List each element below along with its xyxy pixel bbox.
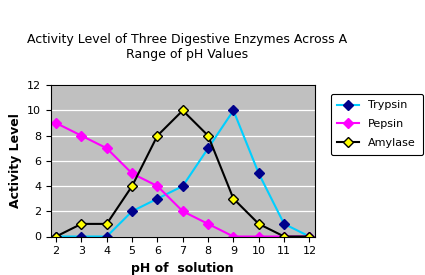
Trypsin [231,109,236,112]
Amylase [155,134,160,137]
Amylase [256,222,261,226]
Amylase [281,235,286,238]
Trypsin [206,147,211,150]
Amylase [180,109,185,112]
Text: Activity Level of Three Digestive Enzymes Across A
Range of pH Values: Activity Level of Three Digestive Enzyme… [27,33,347,61]
Legend: Trypsin, Pepsin, Amylase: Trypsin, Pepsin, Amylase [331,94,423,155]
Line: Pepsin: Pepsin [53,120,313,240]
Amylase [130,185,135,188]
Pepsin [180,210,185,213]
Amylase [104,222,109,226]
Trypsin [180,185,185,188]
Trypsin [256,172,261,175]
Pepsin [79,134,84,137]
Line: Trypsin: Trypsin [53,107,313,240]
Trypsin [130,210,135,213]
Pepsin [206,222,211,226]
Pepsin [130,172,135,175]
Amylase [79,222,84,226]
X-axis label: pH of  solution: pH of solution [131,262,234,275]
Trypsin [155,197,160,200]
Trypsin [104,235,109,238]
Pepsin [155,185,160,188]
Amylase [54,235,59,238]
Line: Amylase: Amylase [53,107,313,240]
Y-axis label: Activity Level: Activity Level [8,113,22,208]
Pepsin [104,147,109,150]
Pepsin [231,235,236,238]
Amylase [307,235,312,238]
Amylase [206,134,211,137]
Amylase [231,197,236,200]
Pepsin [54,121,59,125]
Pepsin [281,235,286,238]
Trypsin [281,222,286,226]
Trypsin [307,235,312,238]
Trypsin [79,235,84,238]
Trypsin [54,235,59,238]
Pepsin [256,235,261,238]
Pepsin [307,235,312,238]
